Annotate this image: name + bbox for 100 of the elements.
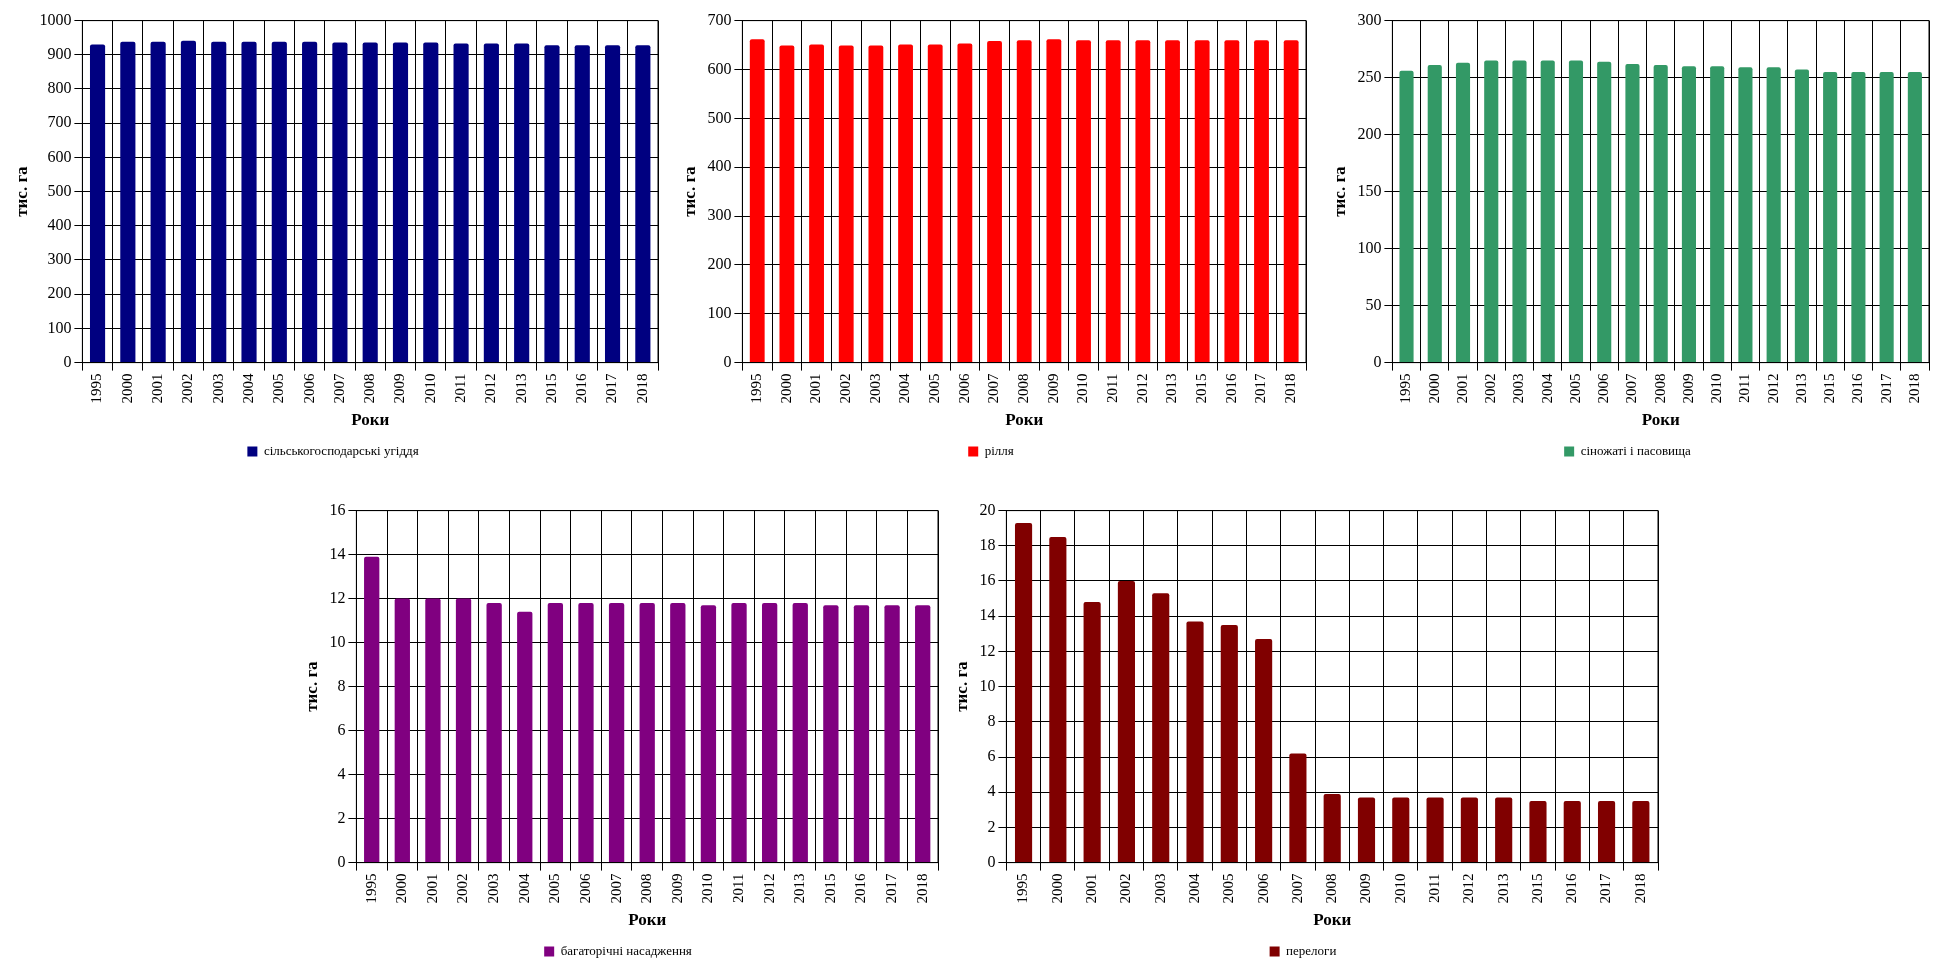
y-tick-label: 12 — [329, 588, 346, 606]
x-tick-label: 2007 — [1623, 373, 1640, 404]
x-tick-label: 2015 — [1528, 873, 1545, 904]
legend-label: багаторічні насадження — [560, 942, 692, 958]
bar — [1117, 581, 1136, 863]
bar — [1083, 602, 1101, 863]
x-tick-label: 2005 — [270, 373, 287, 404]
x-tick-label: 2003 — [209, 373, 226, 404]
x-tick-label: 2005 — [926, 373, 943, 404]
y-tick-label: 600 — [47, 147, 72, 165]
x-tick-label: 2003 — [866, 373, 883, 404]
x-tick-label: 2007 — [330, 373, 347, 404]
y-tick-label: 300 — [707, 206, 732, 224]
x-axis-title: Роки — [351, 410, 390, 430]
x-tick-label: 2010 — [699, 873, 716, 904]
x-tick-label: 2010 — [1708, 373, 1725, 404]
y-tick-label: 2 — [337, 808, 346, 826]
x-tick-label: 2010 — [1074, 373, 1091, 404]
x-tick-label: 2013 — [791, 873, 808, 904]
bar — [1255, 639, 1273, 863]
x-axis-title: Роки — [1313, 910, 1352, 930]
x-tick-label: 2007 — [607, 873, 624, 904]
y-tick-label: 100 — [1357, 238, 1382, 256]
x-tick-label: 2011 — [1104, 373, 1121, 404]
x-tick-label: 2002 — [454, 873, 471, 904]
y-axis-title: тис. га — [1329, 165, 1349, 217]
x-tick-label: 2018 — [1905, 373, 1922, 404]
x-tick-label: 2013 — [1792, 373, 1809, 404]
y-tick-label: 250 — [1357, 67, 1382, 85]
x-tick-label: 1995 — [1014, 873, 1031, 904]
x-tick-label: 2016 — [1849, 373, 1866, 404]
x-tick-label: 2016 — [1222, 373, 1239, 404]
y-tick-label: 400 — [707, 157, 732, 175]
bar — [1426, 797, 1444, 863]
y-tick-label: 200 — [707, 255, 732, 273]
x-tick-label: 2016 — [573, 373, 590, 404]
bar — [1495, 797, 1513, 863]
x-tick-label: 2011 — [452, 373, 469, 404]
y-tick-label: 500 — [707, 108, 732, 126]
legend-label: перелоги — [1286, 942, 1337, 958]
x-tick-label: 2001 — [149, 373, 166, 404]
y-tick-label: 10 — [329, 632, 346, 650]
y-tick-label: 700 — [707, 10, 732, 28]
x-tick-label: 2006 — [1254, 873, 1271, 904]
y-axis-title: тис. га — [679, 165, 699, 217]
y-tick-label: 0 — [63, 352, 72, 370]
bar — [1563, 801, 1581, 863]
x-tick-label: 2010 — [421, 373, 438, 404]
x-tick-label: 2005 — [1566, 373, 1583, 404]
y-tick-label: 1000 — [39, 10, 72, 28]
bar — [1152, 593, 1170, 863]
x-tick-label: 2002 — [837, 373, 854, 404]
y-tick-label: 0 — [337, 852, 346, 870]
x-tick-label: 2004 — [239, 373, 256, 404]
x-tick-label: 2013 — [512, 373, 529, 404]
x-tick-label: 2011 — [1736, 373, 1753, 404]
legend-label: сільськогосподарські угіддя — [263, 442, 419, 458]
bar — [1186, 621, 1204, 863]
x-tick-label: 2015 — [821, 873, 838, 904]
x-axis-title: Роки — [1005, 410, 1044, 430]
x-tick-label: 2000 — [777, 373, 794, 404]
x-tick-label: 2008 — [1323, 873, 1340, 904]
x-tick-label: 2017 — [603, 373, 620, 404]
x-tick-label: 2018 — [1631, 873, 1648, 904]
x-tick-label: 2013 — [1163, 373, 1180, 404]
y-tick-label: 400 — [47, 216, 72, 233]
x-tick-label: 2010 — [1391, 873, 1408, 904]
x-tick-label: 2011 — [1426, 873, 1443, 904]
x-tick-label: 2017 — [1597, 873, 1614, 904]
x-tick-label: 2007 — [985, 373, 1002, 404]
y-tick-label: 14 — [329, 544, 346, 562]
x-tick-label: 2000 — [1048, 873, 1065, 904]
bar — [1529, 801, 1547, 863]
x-tick-label: 1995 — [1397, 373, 1414, 404]
y-tick-label: 2 — [987, 817, 996, 835]
bar — [1323, 793, 1341, 863]
x-tick-label: 2008 — [1015, 373, 1032, 404]
y-tick-label: 700 — [47, 113, 72, 131]
bar — [1014, 522, 1033, 863]
x-tick-label: 2015 — [1193, 373, 1210, 404]
y-tick-label: 150 — [1357, 181, 1382, 199]
bar — [1289, 753, 1307, 863]
x-tick-label: 2004 — [1185, 873, 1202, 904]
x-tick-label: 1995 — [362, 873, 379, 904]
y-tick-label: 0 — [987, 852, 996, 870]
y-tick-label: 0 — [723, 352, 732, 370]
x-tick-label: 2003 — [1510, 373, 1527, 404]
y-axis-title: тис. га — [11, 165, 31, 217]
x-tick-label: 2001 — [1083, 873, 1100, 904]
y-tick-label: 100 — [707, 303, 732, 321]
x-tick-label: 2008 — [1651, 373, 1668, 404]
x-tick-label: 2003 — [485, 873, 502, 904]
y-tick-label: 6 — [987, 747, 996, 765]
x-tick-label: 2018 — [633, 373, 650, 404]
bar — [1632, 801, 1650, 863]
x-tick-label: 2009 — [1044, 373, 1061, 404]
y-axis-title: тис. га — [301, 660, 321, 712]
x-tick-label: 2015 — [542, 373, 559, 404]
x-tick-label: 2012 — [1460, 873, 1477, 904]
x-tick-label: 2001 — [423, 873, 440, 904]
